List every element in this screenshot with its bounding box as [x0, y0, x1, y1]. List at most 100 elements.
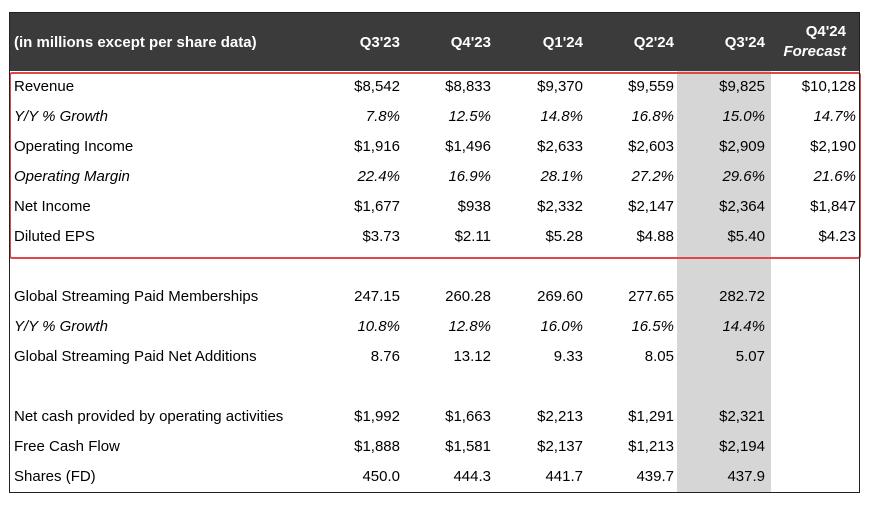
header-col-q1-24: Q1'24: [542, 33, 583, 51]
row-value: $1,677: [354, 198, 400, 215]
row-value: $2.11: [454, 228, 491, 245]
row-value: 269.60: [537, 288, 583, 305]
table-frame: [9, 12, 860, 493]
row-value: $938: [457, 198, 491, 215]
row-label: Y/Y % Growth: [14, 318, 108, 335]
row-value: $1,916: [354, 138, 400, 155]
row-value: 10.8%: [357, 318, 400, 335]
row-value: 14.4%: [722, 318, 765, 335]
table-row: Operating Income $1,916 $1,496 $2,633 $2,603…: [10, 132, 859, 162]
row-value: $2,147: [628, 198, 674, 215]
row-value: $2,909: [719, 138, 765, 155]
table-row: Net cash provided by operating activitie…: [10, 402, 859, 432]
row-label: Y/Y % Growth: [14, 108, 108, 125]
header-col-q3-24: Q3'24: [724, 33, 765, 51]
row-value: $8,833: [445, 78, 491, 95]
row-value: $1,213: [628, 438, 674, 455]
row-value: 27.2%: [631, 168, 674, 185]
row-value: $9,825: [719, 78, 765, 95]
table-row: Operating Margin 22.4% 16.9% 28.1% 27.2% 29.6…: [10, 162, 859, 192]
row-value: 14.8%: [540, 108, 583, 125]
row-value: $4.23: [818, 228, 856, 245]
row-value: 14.7%: [813, 108, 856, 125]
row-value: $9,559: [628, 78, 674, 95]
row-value: $9,370: [537, 78, 583, 95]
table-header: [10, 13, 859, 71]
row-value: 16.5%: [631, 318, 674, 335]
row-value: $1,581: [445, 438, 491, 455]
row-value: 437.9: [727, 468, 765, 485]
header-col-q4-24-forecast: Q4'24 Forecast: [770, 13, 846, 71]
row-label: Revenue: [14, 78, 75, 95]
header-label: (in millions except per share data): [14, 33, 257, 51]
row-label: Net cash provided by operating activitie…: [14, 408, 284, 425]
table-row: Net Income $1,677 $938 $2,332 $2,147 $2,364 $1…: [10, 192, 859, 222]
row-value: $10,128: [801, 78, 856, 95]
header-col-q2-24: Q2'24: [633, 33, 674, 51]
row-label: Shares (FD): [14, 468, 96, 485]
row-value: 444.3: [453, 468, 491, 485]
row-value: $2,364: [719, 198, 765, 215]
table-row: Global Streaming Paid Memberships 247.15 2…: [10, 282, 859, 312]
header-col-q3-23: Q3'23: [359, 33, 400, 51]
row-value: 439.7: [636, 468, 674, 485]
row-value: 441.7: [545, 468, 583, 485]
row-value: 16.8%: [631, 108, 674, 125]
row-value: $4.88: [636, 228, 674, 245]
table-row: Global Streaming Paid Net Additions 8.76 1…: [10, 342, 859, 372]
row-value: 260.28: [445, 288, 491, 305]
row-label: Operating Income: [14, 138, 134, 155]
table-row: Shares (FD) 450.0 444.3 441.7 439.7 437.9: [10, 462, 859, 492]
income-highlight-box: [9, 72, 861, 259]
row-value: $2,603: [628, 138, 674, 155]
row-value: 8.05: [644, 348, 674, 365]
row-value: 13.12: [453, 348, 491, 365]
table-row: Revenue $8,542 $8,833 $9,370 $9,559 $9,825 $10…: [10, 72, 859, 102]
row-value: $1,847: [810, 198, 856, 215]
row-value: 9.33: [553, 348, 583, 365]
row-value: $2,190: [810, 138, 856, 155]
table-row: Y/Y % Growth 7.8% 12.5% 14.8% 16.8% 15.0% 14.7…: [10, 102, 859, 132]
row-value: $2,194: [719, 438, 765, 455]
row-value: 12.8%: [448, 318, 491, 335]
row-value: 8.76: [370, 348, 400, 365]
row-value: $2,321: [719, 408, 765, 425]
row-label: Global Streaming Paid Net Additions: [14, 348, 257, 365]
row-value: 282.72: [719, 288, 765, 305]
row-value: $2,213: [537, 408, 583, 425]
row-value: 7.8%: [365, 108, 400, 125]
row-value: 22.4%: [357, 168, 400, 185]
row-value: $1,663: [445, 408, 491, 425]
row-value: $2,332: [537, 198, 583, 215]
row-value: 12.5%: [448, 108, 491, 125]
row-label: Free Cash Flow: [14, 438, 120, 455]
row-label: Global Streaming Paid Memberships: [14, 288, 259, 305]
header-col-q4-23: Q4'23: [450, 33, 491, 51]
table-row: Free Cash Flow $1,888 $1,581 $2,137 $1,213 $2…: [10, 432, 859, 462]
table-row: Diluted EPS $3.73 $2.11 $5.28 $4.88 $5.40 $4.2…: [10, 222, 859, 252]
row-value: 28.1%: [540, 168, 583, 185]
forecast-label: Forecast: [783, 43, 846, 60]
row-label: Operating Margin: [14, 168, 130, 185]
row-value: $1,888: [354, 438, 400, 455]
row-value: $1,496: [445, 138, 491, 155]
row-value: $5.40: [727, 228, 765, 245]
row-value: 21.6%: [813, 168, 856, 185]
row-value: 15.0%: [722, 108, 765, 125]
forecast-period: Q4'24: [805, 23, 846, 40]
row-value: 5.07: [735, 348, 765, 365]
row-value: $2,137: [537, 438, 583, 455]
row-value: $2,633: [537, 138, 583, 155]
row-value: 277.65: [628, 288, 674, 305]
row-value: 29.6%: [722, 168, 765, 185]
row-value: $1,992: [354, 408, 400, 425]
row-value: 450.0: [362, 468, 400, 485]
row-value: $5.28: [545, 228, 583, 245]
row-value: 247.15: [354, 288, 400, 305]
row-label: Diluted EPS: [14, 228, 95, 245]
row-value: 16.9%: [448, 168, 491, 185]
table-row: Y/Y % Growth 10.8% 12.8% 16.0% 16.5% 14.4%: [10, 312, 859, 342]
row-value: $3.73: [362, 228, 400, 245]
q3-24-column-shade: [677, 71, 771, 492]
row-value: $8,542: [354, 78, 400, 95]
